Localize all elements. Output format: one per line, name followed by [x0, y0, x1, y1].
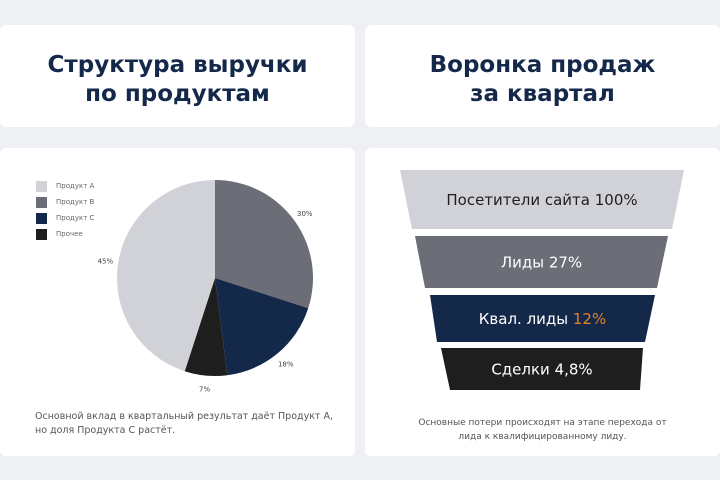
funnel-stage-label: Квал. лиды 12%	[479, 310, 606, 328]
stage-name: Сделки	[491, 361, 554, 379]
caption-line-1: Основной вклад в квартальный результат д…	[35, 411, 334, 422]
stage-name: Посетители сайта	[446, 191, 594, 209]
stage-value: 27%	[549, 254, 582, 272]
funnel-stage	[400, 170, 684, 229]
pie-title: Структура выручки по продуктам	[0, 51, 355, 109]
legend-item: Продукт А	[36, 178, 94, 194]
legend-label: Продукт В	[56, 198, 95, 206]
legend-swatch	[36, 196, 47, 208]
title-line-1: Структура выручки	[47, 52, 308, 78]
legend-item: Продукт С	[36, 210, 94, 226]
legend-swatch	[36, 212, 47, 224]
funnel-stage-label: Сделки 4,8%	[491, 361, 592, 379]
pie-data-label: 30%	[297, 210, 313, 218]
funnel-stage	[441, 348, 643, 390]
stage-name: Квал. лиды	[479, 310, 573, 328]
left-title-card: Структура выручки по продуктам	[0, 25, 355, 127]
pie-slice	[184, 278, 228, 376]
stage-value: 4,8%	[555, 361, 593, 379]
caption-line-1: Основные потери происходят на этапе пере…	[418, 418, 667, 428]
pie-legend: Продукт А Продукт В Продукт С Прочее	[36, 178, 94, 242]
right-title-card: Воронка продаж за квартал	[365, 25, 720, 127]
pie-slice	[215, 180, 313, 309]
legend-item: Продукт В	[36, 194, 94, 210]
pie-slice	[117, 180, 215, 372]
funnel-caption: Основные потери происходят на этапе пере…	[365, 416, 720, 444]
legend-item: Прочее	[36, 226, 94, 242]
pie-data-label: 7%	[199, 386, 210, 394]
legend-swatch	[36, 180, 47, 192]
legend-label: Продукт А	[56, 182, 95, 190]
legend-label: Прочее	[56, 230, 83, 238]
legend-label: Продукт С	[56, 214, 95, 222]
caption-line-2: лида к квалифицированному лиду.	[458, 432, 627, 442]
funnel-stage	[430, 295, 655, 342]
funnel-stage-label: Лиды 27%	[501, 254, 582, 272]
pie-caption: Основной вклад в квартальный результат д…	[35, 410, 333, 438]
legend-swatch	[36, 228, 47, 240]
title-line-2: по продуктам	[85, 81, 270, 107]
pie-slice	[215, 278, 309, 376]
stage-name: Лиды	[501, 254, 549, 272]
title-line-2: за квартал	[470, 81, 615, 107]
funnel-stage	[415, 236, 668, 288]
pie-data-label: 45%	[98, 258, 114, 266]
stage-value: 12%	[573, 310, 606, 328]
funnel-stage-label: Посетители сайта 100%	[446, 191, 637, 209]
funnel-title: Воронка продаж за квартал	[365, 51, 720, 109]
caption-line-2: но доля Продукта С растёт.	[35, 425, 176, 436]
stage-value: 100%	[595, 191, 638, 209]
title-line-1: Воронка продаж	[429, 52, 656, 78]
pie-data-label: 18%	[278, 361, 294, 369]
